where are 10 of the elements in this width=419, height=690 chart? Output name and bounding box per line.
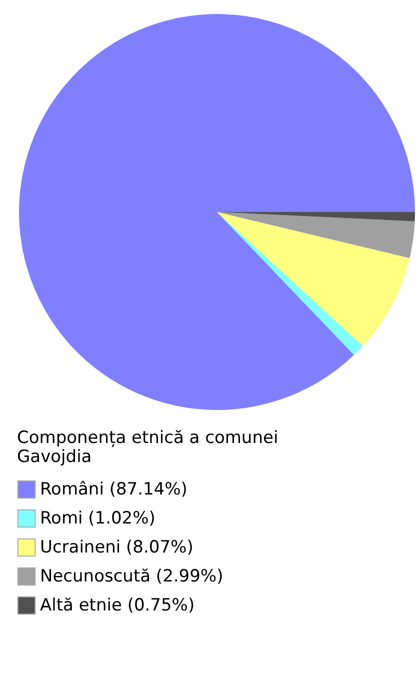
legend-label: Români (87.14%) <box>40 480 188 500</box>
pie-slice <box>217 212 363 355</box>
legend-label: Necunoscută (2.99%) <box>40 566 224 586</box>
pie-slice <box>19 14 415 410</box>
pie-slice <box>217 212 415 258</box>
pie-slice <box>217 212 410 346</box>
legend-label: Ucraineni (8.07%) <box>40 538 194 558</box>
legend-label: Altă etnie (0.75%) <box>40 596 195 616</box>
legend-label: Romi (1.02%) <box>40 508 156 528</box>
legend-title: Componența etnică a comunei Gavojdia <box>17 428 278 467</box>
